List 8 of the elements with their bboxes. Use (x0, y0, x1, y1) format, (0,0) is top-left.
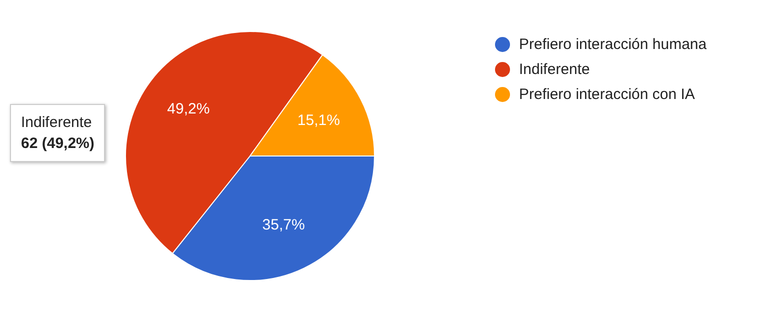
data-label: 35,7% (262, 216, 305, 234)
data-label: 15,1% (297, 112, 340, 129)
legend-label: Prefiero interacción humana (519, 36, 707, 52)
legend-label: Indiferente (519, 60, 590, 78)
legend-label: Prefiero interacción con IA (519, 86, 695, 102)
text: 62 (49,2%) (21, 134, 94, 154)
data-label: 49,2% (167, 100, 210, 118)
text: Indiferente (21, 113, 93, 133)
